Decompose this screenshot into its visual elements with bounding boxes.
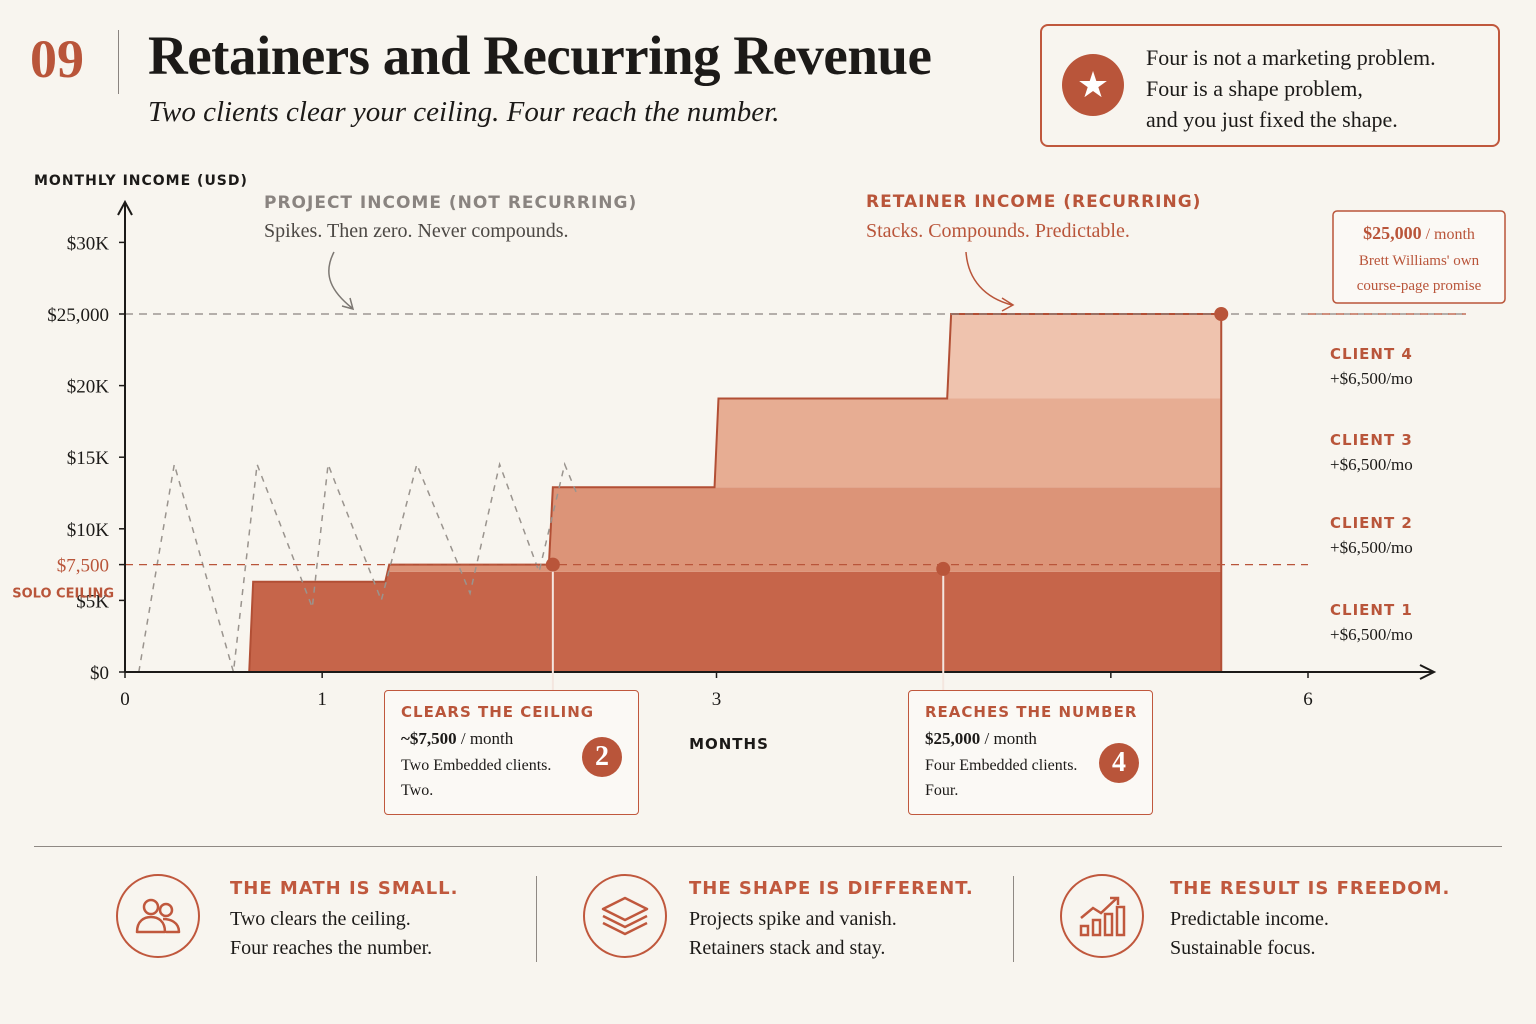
y-tick-label: $15K [67, 448, 110, 469]
callout-unit: / month [460, 729, 514, 748]
callout-unit: / month [984, 729, 1037, 748]
data-marker [545, 557, 560, 572]
client-increment: +$6,500/mo [1330, 455, 1413, 474]
feature-divider [1013, 876, 1014, 962]
retainer-arrow-head [1001, 297, 1015, 312]
callout-clears-ceiling: CLEARS THE CEILING ~$7,500 / month Two E… [384, 690, 639, 815]
page-title: Retainers and Recurring Revenue [148, 25, 932, 86]
client-increment: +$6,500/mo [1330, 538, 1413, 557]
retainer-income-title: RETAINER INCOME (RECURRING) [866, 192, 1201, 212]
count-badge: 2 [582, 737, 622, 777]
retainer-arrow [965, 251, 1013, 306]
client-label: CLIENT 2 [1330, 514, 1413, 532]
y-tick-label: $30K [67, 233, 110, 254]
callout-amount-line: ~$7,500 / month [401, 729, 513, 749]
project-arrow [328, 251, 353, 309]
x-tick-label: 0 [120, 689, 130, 710]
callout-description: Four Embedded clients. [925, 757, 1078, 774]
feature-line: Two clears the ceiling. [230, 908, 411, 930]
target-note-line: course-page promise [1357, 278, 1482, 294]
client-increment: +$6,500/mo [1330, 625, 1413, 644]
x-tick-label: 1 [317, 689, 327, 710]
quote-line: and you just fixed the shape. [1146, 107, 1398, 132]
count-badge: 4 [1099, 743, 1139, 783]
callout-amount: ~$7,500 [401, 729, 457, 748]
feature-line: Four reaches the number. [230, 937, 433, 959]
project-arrow-head [341, 297, 355, 311]
feature-title: THE MATH IS SMALL. [230, 878, 459, 899]
y-axis-title: MONTHLY INCOME (USD) [34, 173, 248, 189]
y-tick-label: $20K [67, 377, 110, 398]
header-divider [118, 30, 119, 94]
client-label: CLIENT 1 [1330, 601, 1413, 619]
callout-description: Two Embedded clients. [401, 757, 552, 774]
callout-reaches-number: REACHES THE NUMBER $25,000 / month Four … [908, 690, 1153, 815]
users-icon [116, 874, 200, 958]
y-tick-label: $7,500 [57, 556, 109, 577]
target-note-line: Brett Williams' own [1359, 253, 1480, 269]
y-axis-arrow [117, 199, 133, 216]
data-marker [1214, 307, 1229, 321]
callout-amount: $25,000 [925, 729, 981, 748]
ceiling-label: SOLO CEILING [12, 587, 114, 602]
page-subtitle: Two clients clear your ceiling. Four rea… [148, 96, 780, 128]
feature-line: Sustainable focus. [1170, 937, 1316, 959]
feature-title: THE RESULT IS FREEDOM. [1170, 878, 1451, 899]
callout-amount-line: $25,000 / month [925, 729, 1037, 749]
section-divider [34, 846, 1502, 847]
client-label: CLIENT 3 [1330, 431, 1413, 449]
retainer-stack [249, 314, 1222, 672]
target-note-amount: $25,000 / month [1363, 223, 1475, 243]
client-band-4 [249, 314, 1222, 399]
x-axis-title: MONTHS [689, 735, 769, 753]
client-band-2 [249, 487, 1222, 572]
quote-line: Four is a shape problem, [1146, 76, 1363, 101]
income-chart: $0 $5K $7,500 $10K $15K $20K $25,000 $30K SOLO C… [12, 173, 1506, 753]
x-axis-arrow [1419, 664, 1437, 680]
feature-math: THE MATH IS SMALL. Two clears the ceilin… [116, 874, 536, 964]
y-tick-label: $25,000 [47, 305, 109, 326]
quote-box: ★ Four is not a marketing problem. Four … [1040, 24, 1500, 147]
y-tick-label: $10K [67, 520, 110, 541]
feature-shape: THE SHAPE IS DIFFERENT. Projects spike a… [583, 874, 1003, 964]
feature-divider [536, 876, 537, 962]
feature-line: Retainers stack and stay. [689, 937, 886, 959]
data-marker [936, 561, 951, 576]
y-tick-label: $5K [76, 591, 109, 612]
client-increment: +$6,500/mo [1330, 369, 1413, 388]
growth-chart-icon [1060, 874, 1144, 958]
feature-title: THE SHAPE IS DIFFERENT. [689, 878, 974, 899]
quote-text: Four is not a marketing problem. Four is… [1146, 42, 1436, 135]
callout-title: CLEARS THE CEILING [401, 703, 595, 721]
x-tick-label: 3 [712, 689, 722, 710]
callout-emphasis: Two. [401, 782, 434, 799]
y-tick-label: $0 [90, 663, 109, 684]
quote-line: Four is not a marketing problem. [1146, 45, 1436, 70]
client-label: CLIENT 4 [1330, 345, 1413, 363]
feature-line: Projects spike and vanish. [689, 908, 897, 930]
callout-title: REACHES THE NUMBER [925, 703, 1138, 721]
callout-emphasis: Four. [925, 782, 959, 799]
section-number: 09 [30, 29, 84, 89]
feature-result: THE RESULT IS FREEDOM. Predictable incom… [1060, 874, 1500, 964]
feature-line: Predictable income. [1170, 908, 1329, 930]
x-tick-label: 6 [1303, 689, 1313, 710]
layers-icon [583, 874, 667, 958]
retainer-income-subtitle: Stacks. Compounds. Predictable. [866, 220, 1130, 242]
client-band-3 [249, 398, 1222, 488]
client-band-1 [249, 571, 1222, 672]
project-income-title: PROJECT INCOME (NOT RECURRING) [264, 193, 637, 213]
project-income-subtitle: Spikes. Then zero. Never compounds. [264, 220, 569, 242]
star-icon: ★ [1062, 54, 1124, 116]
target-note-box [1332, 210, 1506, 304]
